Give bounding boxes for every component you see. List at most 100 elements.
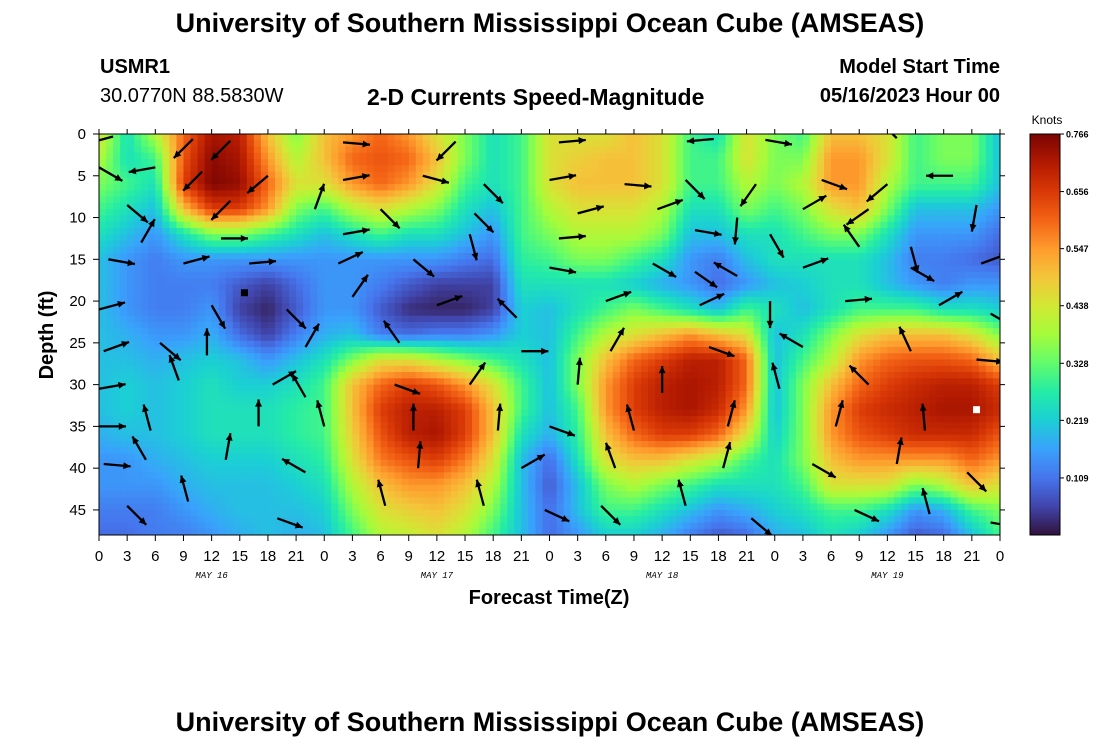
heat-cell [908, 296, 917, 304]
heat-cell [239, 328, 248, 336]
heat-cell [493, 328, 501, 336]
heat-cell [767, 278, 776, 285]
heat-cell [866, 140, 874, 148]
heat-cell [873, 265, 881, 273]
heat-cell [809, 278, 818, 285]
heat-cell [218, 353, 227, 361]
heat-cell [929, 315, 938, 323]
heat-cell [296, 184, 304, 191]
heat-cell [169, 140, 178, 148]
heat-cell [345, 215, 354, 223]
heat-cell [577, 290, 586, 298]
heat-cell [781, 184, 790, 191]
heat-cell [978, 340, 987, 348]
heat-cell [521, 140, 529, 148]
heat-cell [500, 134, 508, 141]
heat-cell [542, 209, 551, 217]
heat-cell [570, 359, 579, 367]
heat-cell [922, 209, 931, 217]
heat-cell [155, 171, 163, 179]
heat-cell [633, 253, 642, 260]
heat-cell [521, 171, 529, 179]
heat-cell [422, 315, 431, 323]
heat-cell [901, 177, 910, 185]
heat-cell [704, 334, 712, 342]
heat-cell [162, 365, 170, 373]
heat-cell [563, 134, 572, 141]
heat-cell [296, 140, 304, 148]
heat-cell [577, 296, 586, 304]
heat-cell [479, 284, 487, 292]
heat-cell [824, 347, 832, 354]
heat-cell [169, 209, 178, 217]
heat-cell [472, 177, 480, 185]
heat-cell [584, 359, 593, 367]
heat-cell [141, 190, 149, 198]
heat-cell [873, 359, 881, 367]
heat-cell [619, 171, 628, 179]
heat-cell [521, 321, 529, 329]
heat-cell [232, 140, 241, 148]
heat-cell [253, 372, 262, 379]
heat-cell [507, 227, 515, 235]
heat-cell [394, 290, 403, 298]
heat-cell [802, 184, 811, 191]
heat-cell [683, 278, 691, 285]
heat-cell [479, 165, 487, 173]
heat-cell [957, 134, 966, 141]
heat-cell [633, 177, 642, 185]
heat-cell [809, 184, 818, 191]
heat-cell [915, 265, 924, 273]
heat-cell [317, 165, 325, 173]
heat-cell [915, 140, 924, 148]
heat-cell [113, 353, 121, 361]
heat-cell [655, 209, 663, 217]
heat-cell [380, 227, 389, 235]
heat-cell [120, 240, 128, 248]
heat-cell [669, 240, 677, 248]
heat-cell [570, 290, 579, 298]
heat-cell [338, 365, 346, 373]
heat-cell [366, 271, 375, 279]
heat-cell [880, 309, 888, 317]
heat-cell [690, 359, 698, 367]
heat-cell [204, 303, 213, 311]
heat-cell [880, 134, 888, 141]
heat-cell [190, 259, 199, 267]
heat-cell [859, 284, 867, 292]
heat-cell [141, 303, 149, 311]
heat-cell [816, 315, 825, 323]
heat-cell [788, 227, 797, 235]
heat-cell [619, 165, 628, 173]
heat-cell [162, 221, 170, 229]
heat-cell [232, 315, 241, 323]
heat-cell [556, 303, 565, 311]
heat-cell [894, 340, 903, 348]
heat-cell [113, 246, 121, 254]
heat-cell [450, 184, 459, 191]
heat-cell [676, 359, 684, 367]
heat-cell [148, 146, 156, 154]
heat-cell [943, 146, 952, 154]
heat-cell [591, 196, 600, 204]
heat-cell [739, 265, 748, 273]
heat-cell [246, 296, 255, 304]
heat-cell [943, 359, 952, 367]
heat-cell [781, 303, 790, 311]
heat-cell [598, 146, 607, 154]
heat-cell [852, 146, 860, 154]
heat-cell [239, 359, 248, 367]
heat-cell [676, 296, 684, 304]
heat-cell [310, 259, 318, 267]
heat-cell [317, 265, 325, 273]
heat-cell [563, 171, 572, 179]
heat-cell [655, 234, 663, 242]
heat-cell [317, 152, 325, 160]
heat-cell [725, 190, 734, 198]
heat-cell [718, 309, 727, 317]
heat-cell [915, 240, 924, 248]
heat-cell [169, 227, 178, 235]
heat-cell [718, 202, 727, 210]
heat-cell [218, 134, 227, 141]
heat-cell [345, 321, 354, 329]
